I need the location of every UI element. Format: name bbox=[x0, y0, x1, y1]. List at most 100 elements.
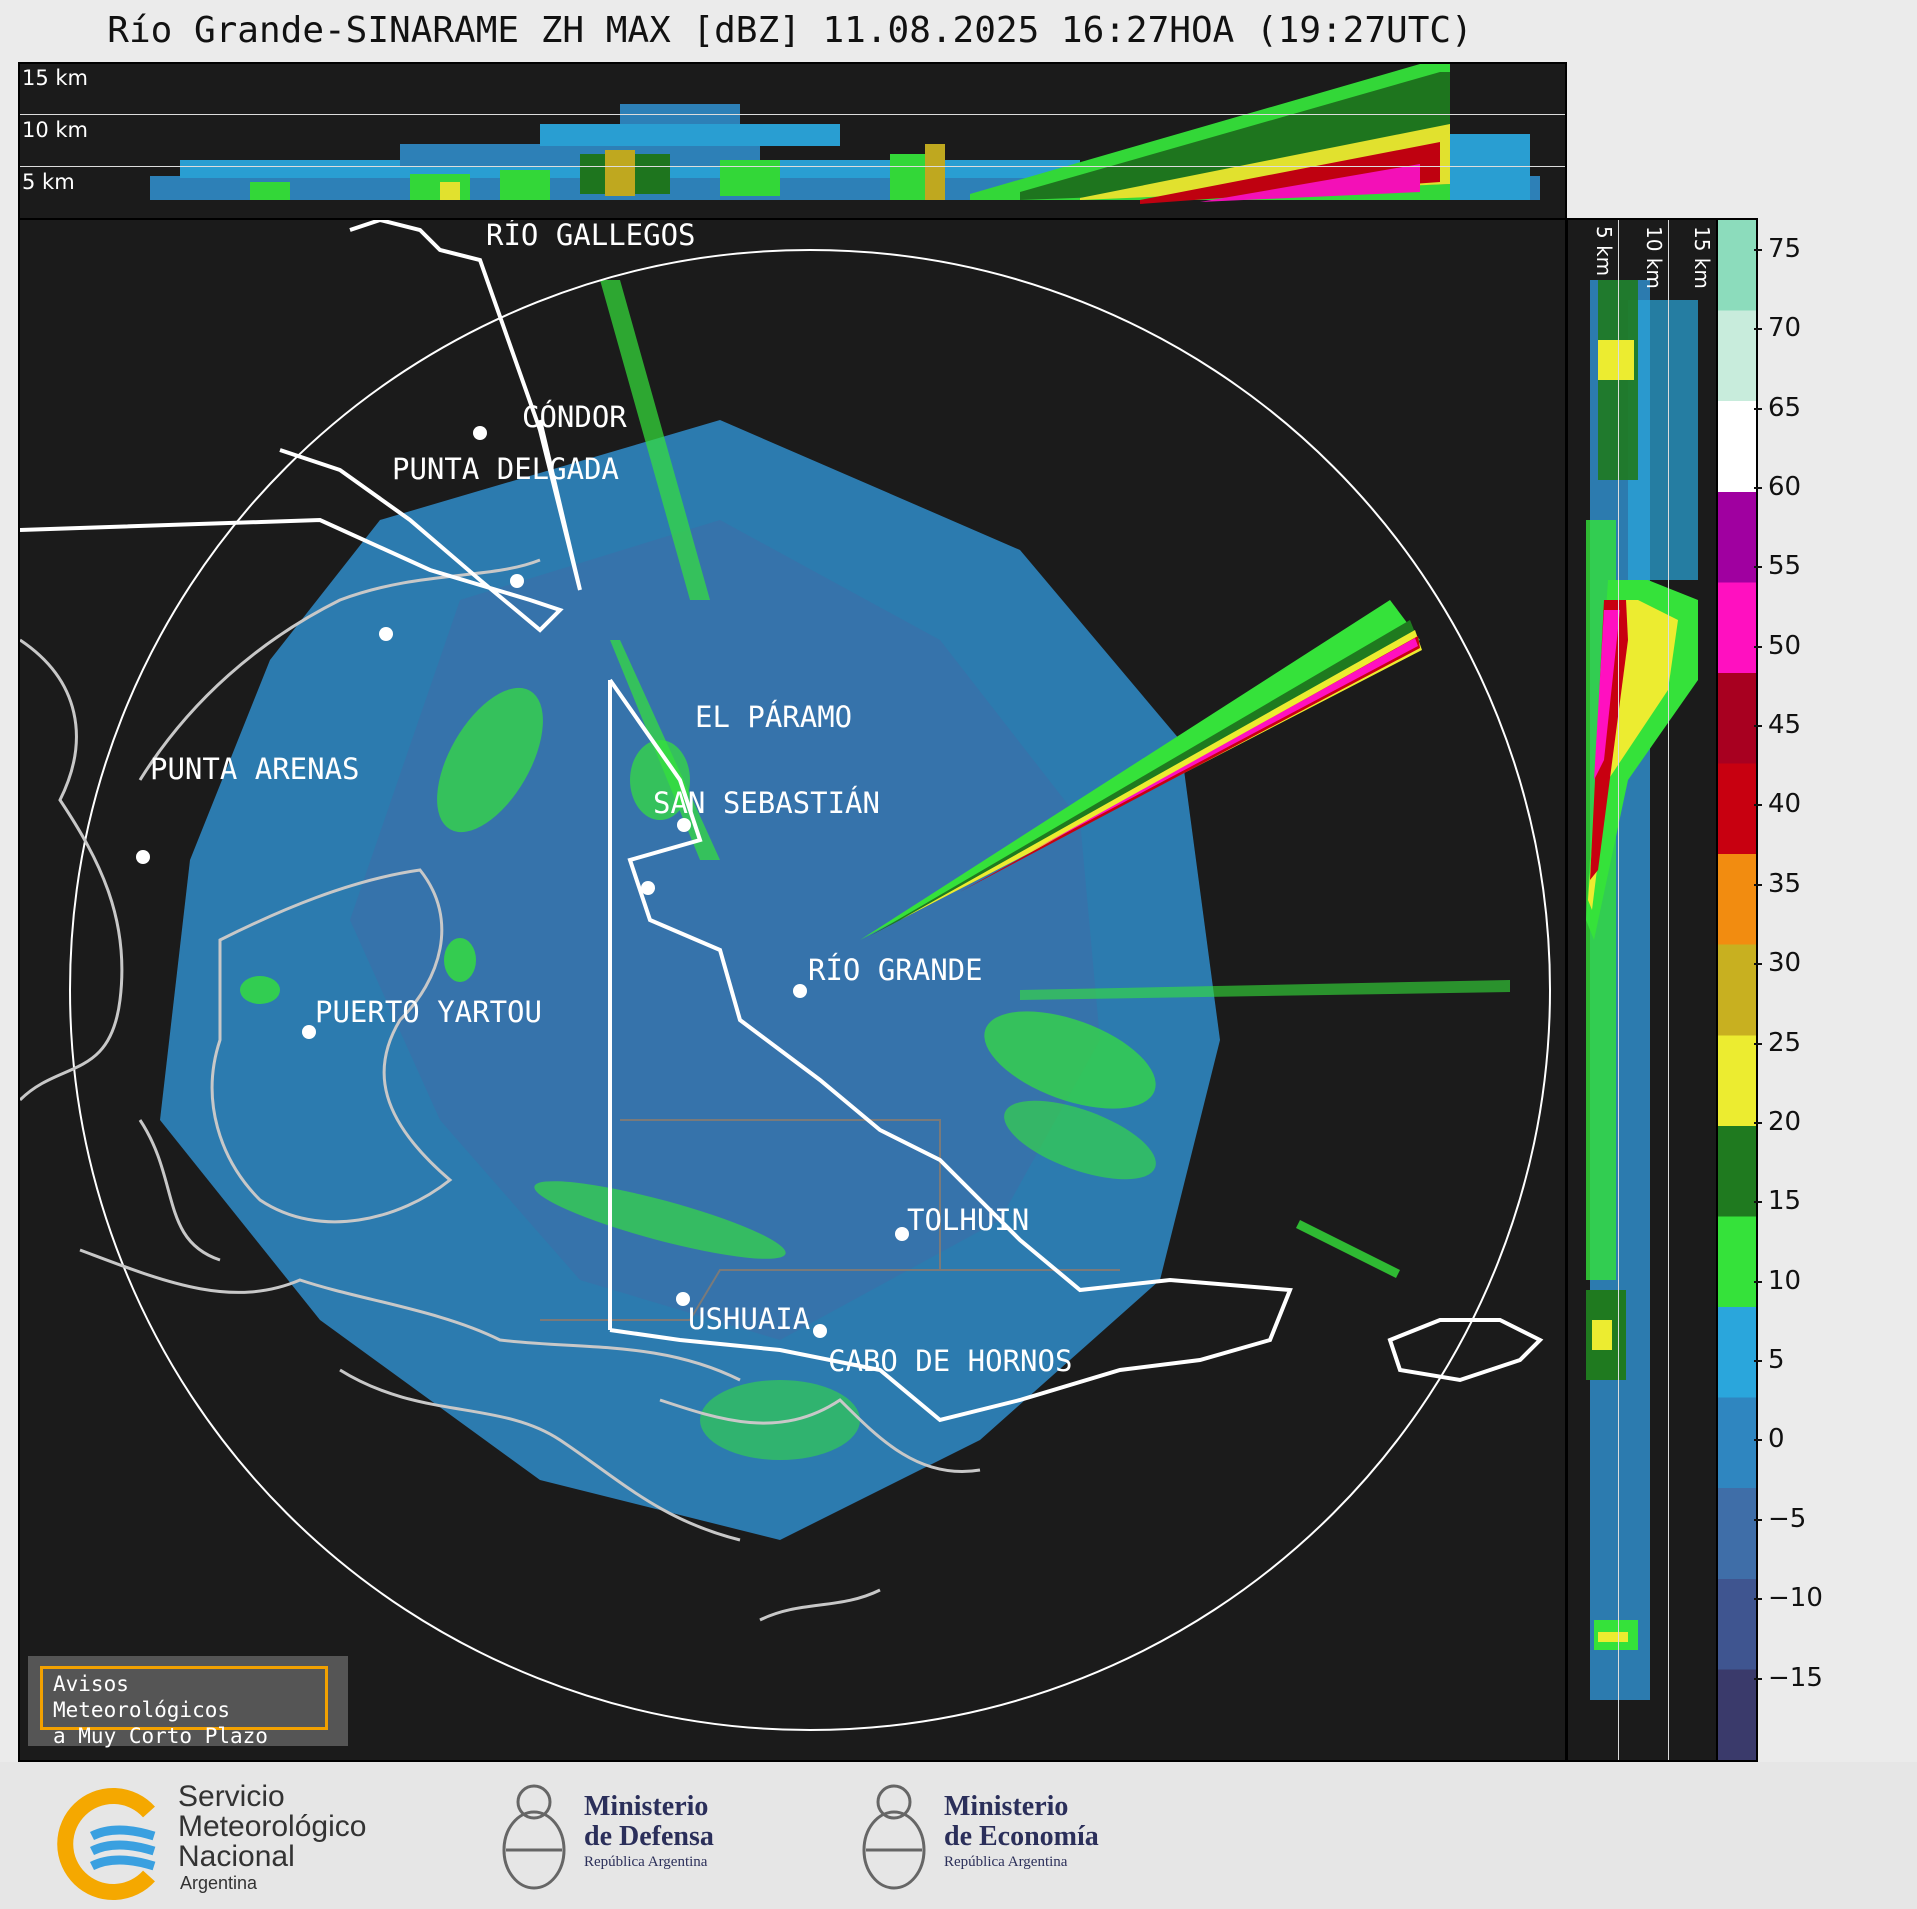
city-punta-delgada: PUNTA DELGADA bbox=[392, 452, 619, 486]
economia-line-3: República Argentina bbox=[944, 1854, 1068, 1870]
colorbar-tick-label: 40 bbox=[1768, 789, 1802, 820]
colorbar-tick: 25 bbox=[1753, 1027, 1802, 1058]
smn-line-3: Nacional bbox=[178, 1840, 295, 1873]
colorbar-tick-label: 70 bbox=[1768, 313, 1802, 344]
colorbar-tick: 10 bbox=[1753, 1265, 1802, 1296]
top-gridline-5km bbox=[20, 166, 1565, 167]
colorbar-tick-label: 65 bbox=[1768, 392, 1802, 423]
footer: Servicio Meteorológico Nacional Argentin… bbox=[0, 1762, 1917, 1909]
colorbar-tick-label: −5 bbox=[1768, 1503, 1807, 1534]
marker-cabo-de-hornos bbox=[813, 1324, 827, 1338]
notice-frame: Avisos Meteorológicos a Muy Corto Plazo bbox=[40, 1666, 328, 1748]
marker-punta-arenas bbox=[136, 850, 150, 864]
top-label-5km: 5 km bbox=[22, 170, 75, 194]
defensa-logo-text: Ministerio de Defensa República Argentin… bbox=[584, 1792, 714, 1872]
city-puerto-yartou: PUERTO YARTOU bbox=[315, 995, 542, 1029]
colorbar-tick: 50 bbox=[1753, 630, 1802, 661]
marker-el-paramo bbox=[677, 818, 691, 832]
colorbar-tick-label: 50 bbox=[1768, 630, 1802, 661]
defensa-line-1: Ministerio bbox=[584, 1791, 709, 1822]
smn-line-1: Servicio bbox=[178, 1780, 285, 1813]
reflectivity-echoes bbox=[160, 280, 1510, 1540]
marker-puerto-yartou bbox=[302, 1025, 316, 1039]
notice-box: Avisos Meteorológicos a Muy Corto Plazo bbox=[28, 1656, 348, 1748]
smn-line-4: Argentina bbox=[180, 1873, 258, 1893]
chart-title: Río Grande-SINARAME ZH MAX [dBZ] 11.08.2… bbox=[107, 10, 1473, 51]
colorbar-tick-label: 30 bbox=[1768, 948, 1802, 979]
colorbar-tick-label: 10 bbox=[1768, 1265, 1802, 1296]
side-label-15km: 15 km bbox=[1690, 226, 1714, 289]
colorbar-tick-label: 25 bbox=[1768, 1027, 1802, 1058]
notice-line-2: a Muy Corto Plazo bbox=[53, 1724, 268, 1748]
top-label-10km: 10 km bbox=[22, 118, 89, 142]
colorbar-tick: 20 bbox=[1753, 1106, 1802, 1137]
side-gridline-10km bbox=[1668, 220, 1669, 1760]
colorbar-tick: 15 bbox=[1753, 1186, 1802, 1217]
city-san-sebastian: SAN SEBASTIÁN bbox=[653, 786, 880, 820]
side-label-10km: 10 km bbox=[1642, 226, 1666, 289]
colorbar-tick-label: −10 bbox=[1768, 1583, 1823, 1614]
colorbar-tick-label: −15 bbox=[1768, 1662, 1823, 1693]
top-cross-section-echoes bbox=[150, 64, 1540, 204]
economia-emblem-icon bbox=[862, 1784, 926, 1890]
colorbar-tick: 45 bbox=[1753, 710, 1801, 740]
marker-ushuaia bbox=[676, 1292, 690, 1306]
economia-line-2: de Economía bbox=[944, 1821, 1099, 1852]
marker-rio-grande bbox=[793, 984, 807, 998]
radar-map: RÍO GALLEGOS CÓNDOR PUNTA DELGADA EL PÁR… bbox=[18, 218, 1567, 1762]
defensa-line-2: de Defensa bbox=[584, 1821, 714, 1852]
side-cross-section: 5 km 10 km 15 km bbox=[1566, 218, 1718, 1762]
colorbar-tick: 65 bbox=[1753, 392, 1802, 423]
side-label-5km: 5 km bbox=[1592, 226, 1616, 277]
colorbar-tick-label: 35 bbox=[1768, 868, 1802, 899]
colorbar-tick-label: 20 bbox=[1768, 1106, 1802, 1137]
city-cabo-de-hornos: CABO DE HORNOS bbox=[828, 1344, 1073, 1378]
smn-line-2: Meteorológico bbox=[178, 1810, 367, 1843]
colorbar-tick-label: 60 bbox=[1768, 471, 1802, 502]
colorbar-tick: −5 bbox=[1753, 1503, 1807, 1534]
colorbar-tick: 0 bbox=[1754, 1424, 1785, 1455]
colorbar-tick: 60 bbox=[1753, 471, 1802, 502]
defensa-line-3: República Argentina bbox=[584, 1854, 708, 1870]
smn-logo-text: Servicio Meteorológico Nacional Argentin… bbox=[178, 1782, 366, 1894]
colorbar-tick-label: 0 bbox=[1768, 1424, 1785, 1455]
city-punta-arenas: PUNTA ARENAS bbox=[150, 752, 360, 786]
colorbar bbox=[1716, 218, 1758, 1762]
side-cross-section-echoes bbox=[1586, 280, 1698, 1700]
city-el-paramo: EL PÁRAMO bbox=[695, 700, 853, 734]
city-rio-grande: RÍO GRANDE bbox=[808, 953, 983, 987]
colorbar-tick: 55 bbox=[1753, 551, 1802, 582]
city-rio-gallegos: RÍO GALLEGOS bbox=[486, 218, 696, 252]
notice-line-1: Avisos Meteorológicos bbox=[53, 1672, 231, 1722]
radar-map-canvas bbox=[20, 220, 1551, 1731]
colorbar-tick: 75 bbox=[1753, 233, 1802, 264]
colorbar-tick: −10 bbox=[1754, 1583, 1823, 1614]
colorbar-tick-label: 55 bbox=[1768, 551, 1802, 582]
city-markers bbox=[136, 426, 909, 1338]
city-ushuaia: USHUAIA bbox=[688, 1302, 811, 1336]
defensa-emblem-icon bbox=[502, 1784, 566, 1890]
top-label-15km: 15 km bbox=[22, 66, 89, 90]
marker-condor bbox=[510, 574, 524, 588]
economia-logo-text: Ministerio de Economía República Argenti… bbox=[944, 1792, 1099, 1872]
smn-logo-icon bbox=[57, 1788, 156, 1900]
range-ring bbox=[69, 249, 1551, 1731]
colorbar-tick-label: 5 bbox=[1768, 1345, 1785, 1376]
colorbar-tick: 5 bbox=[1754, 1345, 1785, 1376]
borders bbox=[20, 220, 1544, 1423]
colorbar-tick-label: 75 bbox=[1768, 233, 1802, 264]
marker-punta-delgada bbox=[379, 627, 393, 641]
coastlines bbox=[20, 558, 981, 1622]
city-tolhuin: TOLHUIN bbox=[907, 1203, 1030, 1237]
marker-tolhuin bbox=[895, 1227, 909, 1241]
marker-rio-gallegos bbox=[473, 426, 487, 440]
colorbar-tick: 40 bbox=[1753, 789, 1802, 820]
top-gridline-10km bbox=[20, 114, 1565, 115]
colorbar-tick: −15 bbox=[1754, 1662, 1823, 1693]
colorbar-tick-label: 15 bbox=[1768, 1186, 1802, 1217]
economia-line-1: Ministerio bbox=[944, 1791, 1069, 1822]
marker-san-sebastian bbox=[641, 881, 655, 895]
side-gridline-5km bbox=[1618, 220, 1619, 1760]
boundaries bbox=[540, 1119, 1120, 1321]
colorbar-tick: 30 bbox=[1753, 948, 1802, 979]
